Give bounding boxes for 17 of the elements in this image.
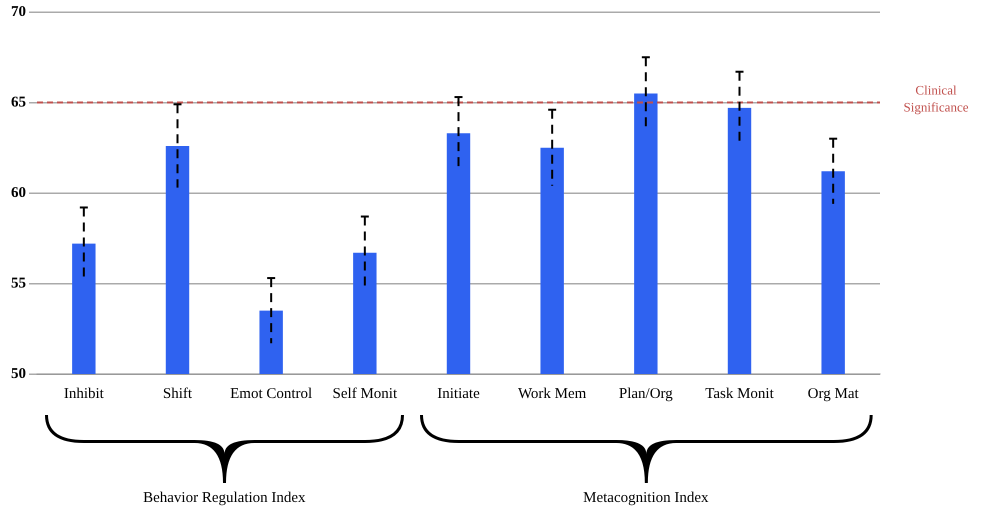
text: Metacognition Index (583, 490, 709, 507)
x-tick-label: Self Monit (332, 386, 398, 402)
x-tick-label: Org Mat (808, 386, 860, 402)
x-tick-label: Shift (162, 386, 193, 402)
ref-line-label: Clinical Significance (904, 82, 969, 114)
x-tick-label: Initiate (437, 386, 480, 402)
y-tick-label: 65 (11, 94, 26, 110)
y-tick-label: 55 (11, 275, 26, 292)
x-tick-label: Inhibit (64, 386, 105, 402)
x-tick-label: Plan/Org (618, 386, 674, 402)
x-tick-label: Emot Control (230, 386, 312, 402)
y-tick-label: 50 (11, 366, 26, 382)
text: Behavior Regulation Index (143, 490, 306, 507)
x-tick-label: Work Mem (518, 386, 587, 402)
y-tick-label: 60 (11, 184, 26, 201)
y-tick-label: 70 (11, 4, 26, 20)
x-tick-label: Task Monit (705, 386, 775, 402)
